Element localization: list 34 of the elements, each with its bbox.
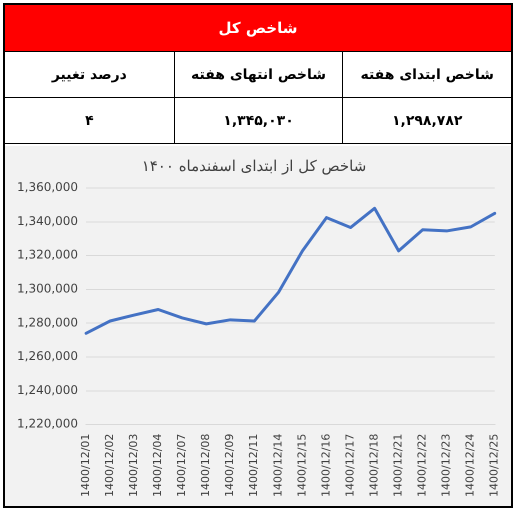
x-tick-label: 1400/12/17 xyxy=(343,434,356,498)
x-tick-label: 1400/12/22 xyxy=(416,434,429,498)
y-tick-label: 1,280,000 xyxy=(16,315,78,330)
x-tick-label: 1400/12/02 xyxy=(102,434,116,498)
text: ۴ xyxy=(5,97,174,143)
x-tick-label: 1400/12/07 xyxy=(175,434,188,498)
y-tick-label: 1,300,000 xyxy=(16,282,78,296)
text: شاخص انتهای هفته xyxy=(174,51,342,97)
y-tick-label: 1,260,000 xyxy=(16,349,78,364)
x-tick-label: 1400/12/11 xyxy=(247,434,260,498)
y-tick-label: 1,320,000 xyxy=(16,248,78,262)
x-tick-label: 1400/12/21 xyxy=(391,434,404,498)
x-tick-label: 1400/12/24 xyxy=(464,434,477,498)
y-tick-label: 1,360,000 xyxy=(16,180,78,194)
chart-title: شاخص کل از ابتدای اسفندماه ۱۴۰۰ xyxy=(142,156,366,175)
x-tick-label: 1400/12/03 xyxy=(127,434,140,498)
text: شاخص کل xyxy=(5,5,511,51)
x-tick-label: 1400/12/15 xyxy=(295,434,308,498)
x-tick-label: 1400/12/25 xyxy=(488,434,501,498)
x-tick-label: 1400/12/23 xyxy=(440,434,453,498)
text: ۱,۲۹۸,۷۸۲ xyxy=(342,97,511,143)
y-tick-label: 1,240,000 xyxy=(16,382,78,397)
text: ۱,۳۴۵,۰۳۰ xyxy=(174,97,342,143)
x-tick-label: 1400/12/16 xyxy=(319,434,332,498)
y-tick-label: 1,220,000 xyxy=(16,416,78,431)
text: درصد تغییر xyxy=(5,51,174,97)
x-tick-label: 1400/12/18 xyxy=(367,434,380,498)
x-tick-label: 1400/12/09 xyxy=(223,434,236,498)
y-tick-label: 1,340,000 xyxy=(16,214,78,228)
x-tick-label: 1400/12/08 xyxy=(199,434,212,498)
x-tick-label: 1400/12/04 xyxy=(151,434,164,498)
x-tick-label: 1400/12/01 xyxy=(78,434,92,498)
text: شاخص ابتدای هفته xyxy=(342,51,511,97)
x-tick-label: 1400/12/14 xyxy=(271,434,284,498)
